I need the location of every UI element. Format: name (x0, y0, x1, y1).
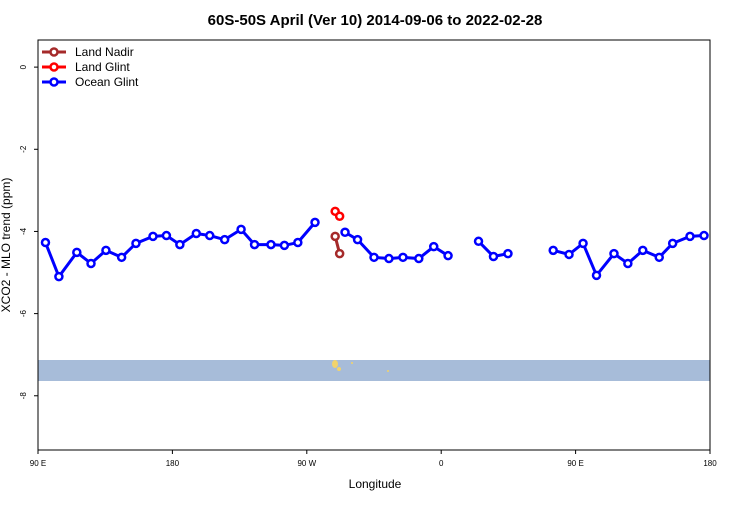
point (638, 245, 648, 256)
point (699, 230, 709, 241)
point (249, 239, 260, 250)
point (131, 238, 141, 249)
series (40, 217, 709, 282)
point (236, 224, 246, 235)
point (428, 241, 439, 252)
point (443, 250, 453, 261)
series (330, 206, 345, 221)
point (310, 217, 320, 228)
point (54, 271, 64, 282)
series-line (44, 221, 317, 280)
y-axis-label: XCO2 - MLO trend (ppm) (0, 178, 13, 313)
point (279, 240, 290, 251)
point (101, 245, 111, 256)
plot-frame (37, 39, 711, 451)
x-tick-label: 90 W (297, 459, 316, 468)
point (40, 237, 51, 248)
x-tick-label: 180 (703, 459, 717, 468)
point (591, 270, 602, 281)
legend-marker (49, 77, 59, 87)
point (578, 238, 588, 249)
point (503, 248, 513, 259)
point (414, 253, 424, 264)
point (398, 252, 408, 263)
y-tick-label: -6 (19, 310, 28, 318)
point (384, 253, 394, 264)
point (623, 258, 633, 269)
point (266, 239, 276, 250)
land-patch (332, 360, 389, 372)
legend-label: Ocean Glint (75, 75, 139, 89)
x-tick-label: 90 E (30, 459, 46, 468)
y-tick-label: -4 (19, 227, 28, 235)
point (334, 211, 345, 221)
point (293, 237, 303, 248)
point (175, 239, 185, 250)
series-line (552, 234, 705, 279)
x-tick-label: 0 (439, 459, 444, 468)
point (564, 249, 574, 260)
y-tick-label: 0 (19, 64, 28, 69)
x-tick-label: 180 (166, 459, 180, 468)
point (488, 251, 499, 262)
chart-title: 60S-50S April (Ver 10) 2014-09-06 to 202… (208, 12, 543, 29)
map-strip (38, 360, 710, 381)
point (219, 234, 230, 245)
legend-marker (49, 62, 59, 72)
point (334, 248, 345, 259)
point (352, 234, 363, 245)
point (86, 258, 96, 269)
x-tick-label: 90 E (567, 459, 583, 468)
point (369, 252, 379, 263)
point (191, 228, 202, 239)
point (548, 245, 558, 256)
x-axis-label: Longitude (349, 477, 402, 491)
series (330, 231, 345, 259)
y-tick-label: -2 (19, 145, 28, 153)
point (340, 227, 350, 238)
legend-label: Land Nadir (75, 45, 134, 59)
point (685, 231, 695, 242)
point (654, 252, 664, 263)
point (473, 236, 484, 247)
point (667, 238, 678, 249)
y-tick-label: -8 (19, 392, 28, 400)
legend-label: Land Glint (75, 60, 130, 74)
point (161, 230, 172, 241)
point (609, 248, 619, 259)
point (148, 231, 158, 242)
point (330, 231, 340, 242)
point (116, 252, 127, 263)
point (72, 247, 82, 258)
legend-marker (49, 47, 59, 57)
point (204, 230, 215, 241)
